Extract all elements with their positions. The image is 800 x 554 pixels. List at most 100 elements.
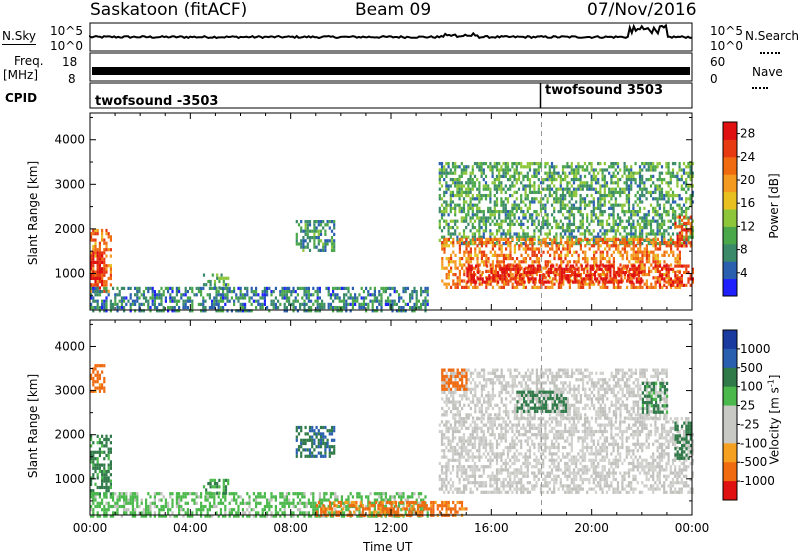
heatmap-cell: [398, 299, 401, 303]
heatmap-cell: [538, 257, 541, 261]
heatmap-cell: [487, 219, 490, 223]
heatmap-cell: [595, 250, 598, 254]
heatmap-cell: [676, 285, 679, 289]
y-tick-label: 2000: [54, 222, 85, 236]
heatmap-cell: [654, 238, 657, 242]
heatmap-cell: [458, 187, 461, 191]
heatmap-cell: [601, 222, 604, 226]
heatmap-cell: [365, 495, 368, 499]
heatmap-cell: [478, 181, 481, 185]
heatmap-cell: [663, 279, 666, 283]
heatmap-cell: [476, 203, 479, 207]
heatmap-cell: [467, 165, 470, 169]
heatmap-cell: [228, 508, 231, 512]
heatmap-cell: [557, 210, 560, 214]
heatmap-cell: [526, 232, 529, 236]
heatmap-cell: [491, 266, 494, 270]
heatmap-cell: [680, 197, 683, 201]
heatmap-cell: [480, 216, 483, 220]
heatmap-cell: [524, 187, 527, 191]
heatmap-cell: [645, 168, 648, 172]
heatmap-cell: [643, 165, 646, 169]
heatmap-cell: [224, 511, 227, 515]
heatmap-cell: [489, 232, 492, 236]
heatmap-cell: [300, 239, 303, 243]
heatmap-cell: [641, 266, 644, 270]
heatmap-cell: [329, 306, 332, 310]
heatmap-cell: [239, 495, 242, 499]
heatmap-cell: [612, 162, 615, 166]
heatmap-cell: [654, 232, 657, 236]
heatmap-cell: [599, 244, 602, 248]
heatmap-cell: [424, 302, 427, 306]
heatmap-cell: [637, 250, 640, 254]
heatmap-cell: [659, 241, 662, 245]
heatmap-cell: [369, 492, 372, 496]
heatmap-cell: [500, 237, 503, 241]
heatmap-cell: [138, 504, 141, 509]
heatmap-cell: [568, 210, 571, 214]
heatmap-cell: [614, 200, 617, 204]
heatmap-cell: [373, 498, 376, 502]
heatmap-cell: [136, 286, 139, 290]
heatmap-cell: [101, 228, 104, 233]
heatmap-cell: [567, 267, 570, 271]
heatmap-cell: [547, 280, 550, 284]
heatmap-cell: [603, 232, 606, 236]
heatmap-cell: [307, 306, 310, 310]
heatmap-cell: [566, 229, 569, 233]
heatmap-cell: [480, 219, 483, 223]
heatmap-cell: [200, 286, 203, 290]
heatmap-cell: [577, 257, 580, 261]
heatmap-cell: [90, 257, 93, 261]
heatmap-cell: [485, 244, 488, 248]
heatmap-cell: [193, 492, 196, 496]
heatmap-cell: [599, 203, 602, 207]
heatmap-cell: [566, 216, 569, 220]
heatmap-cell: [597, 237, 600, 241]
heatmap-cell: [167, 306, 170, 310]
heatmap-cell: [184, 495, 187, 499]
heatmap-cell: [676, 257, 679, 261]
freq-unit-label: [MHz]: [3, 68, 39, 82]
heatmap-cell: [573, 250, 576, 254]
heatmap-cell: [197, 495, 200, 499]
heatmap-cell: [356, 296, 359, 300]
heatmap-cell: [153, 293, 156, 297]
heatmap-cell: [549, 270, 553, 275]
heatmap-cell: [612, 244, 615, 248]
heatmap-cell: [462, 184, 466, 188]
heatmap-cell: [96, 466, 99, 470]
heatmap-cell: [230, 492, 233, 496]
heatmap-cell: [608, 213, 611, 217]
heatmap-cell: [329, 302, 332, 306]
heatmap-cell: [531, 253, 534, 257]
heatmap-cell: [266, 511, 269, 515]
y-tick-label: 1000: [54, 266, 85, 280]
heatmap-cell: [123, 492, 126, 496]
heatmap-cell: [131, 302, 134, 306]
heatmap-cell: [667, 232, 670, 236]
heatmap-cell: [426, 293, 429, 297]
heatmap-cell: [109, 264, 112, 268]
heatmap-cell: [186, 306, 189, 310]
heatmap-cell: [129, 511, 132, 515]
heatmap-cell: [588, 285, 591, 289]
heatmap-cell: [389, 286, 392, 290]
heatmap-cell: [94, 306, 97, 310]
heatmap-cell: [380, 299, 383, 303]
heatmap-cell: [314, 504, 317, 509]
heatmap-cell: [617, 285, 620, 289]
heatmap-cell: [114, 296, 117, 300]
heatmap-cell: [472, 237, 475, 241]
heatmap-cell: [92, 389, 95, 393]
heatmap-cell: [513, 222, 516, 226]
heatmap-cell: [211, 504, 214, 509]
heatmap-cell: [685, 234, 688, 238]
heatmap-cell: [511, 213, 514, 217]
heatmap-cell: [605, 229, 609, 233]
heatmap-cell: [627, 197, 631, 201]
heatmap-cell: [302, 248, 305, 252]
heatmap-cell: [586, 216, 589, 220]
heatmap-cell: [299, 302, 302, 306]
